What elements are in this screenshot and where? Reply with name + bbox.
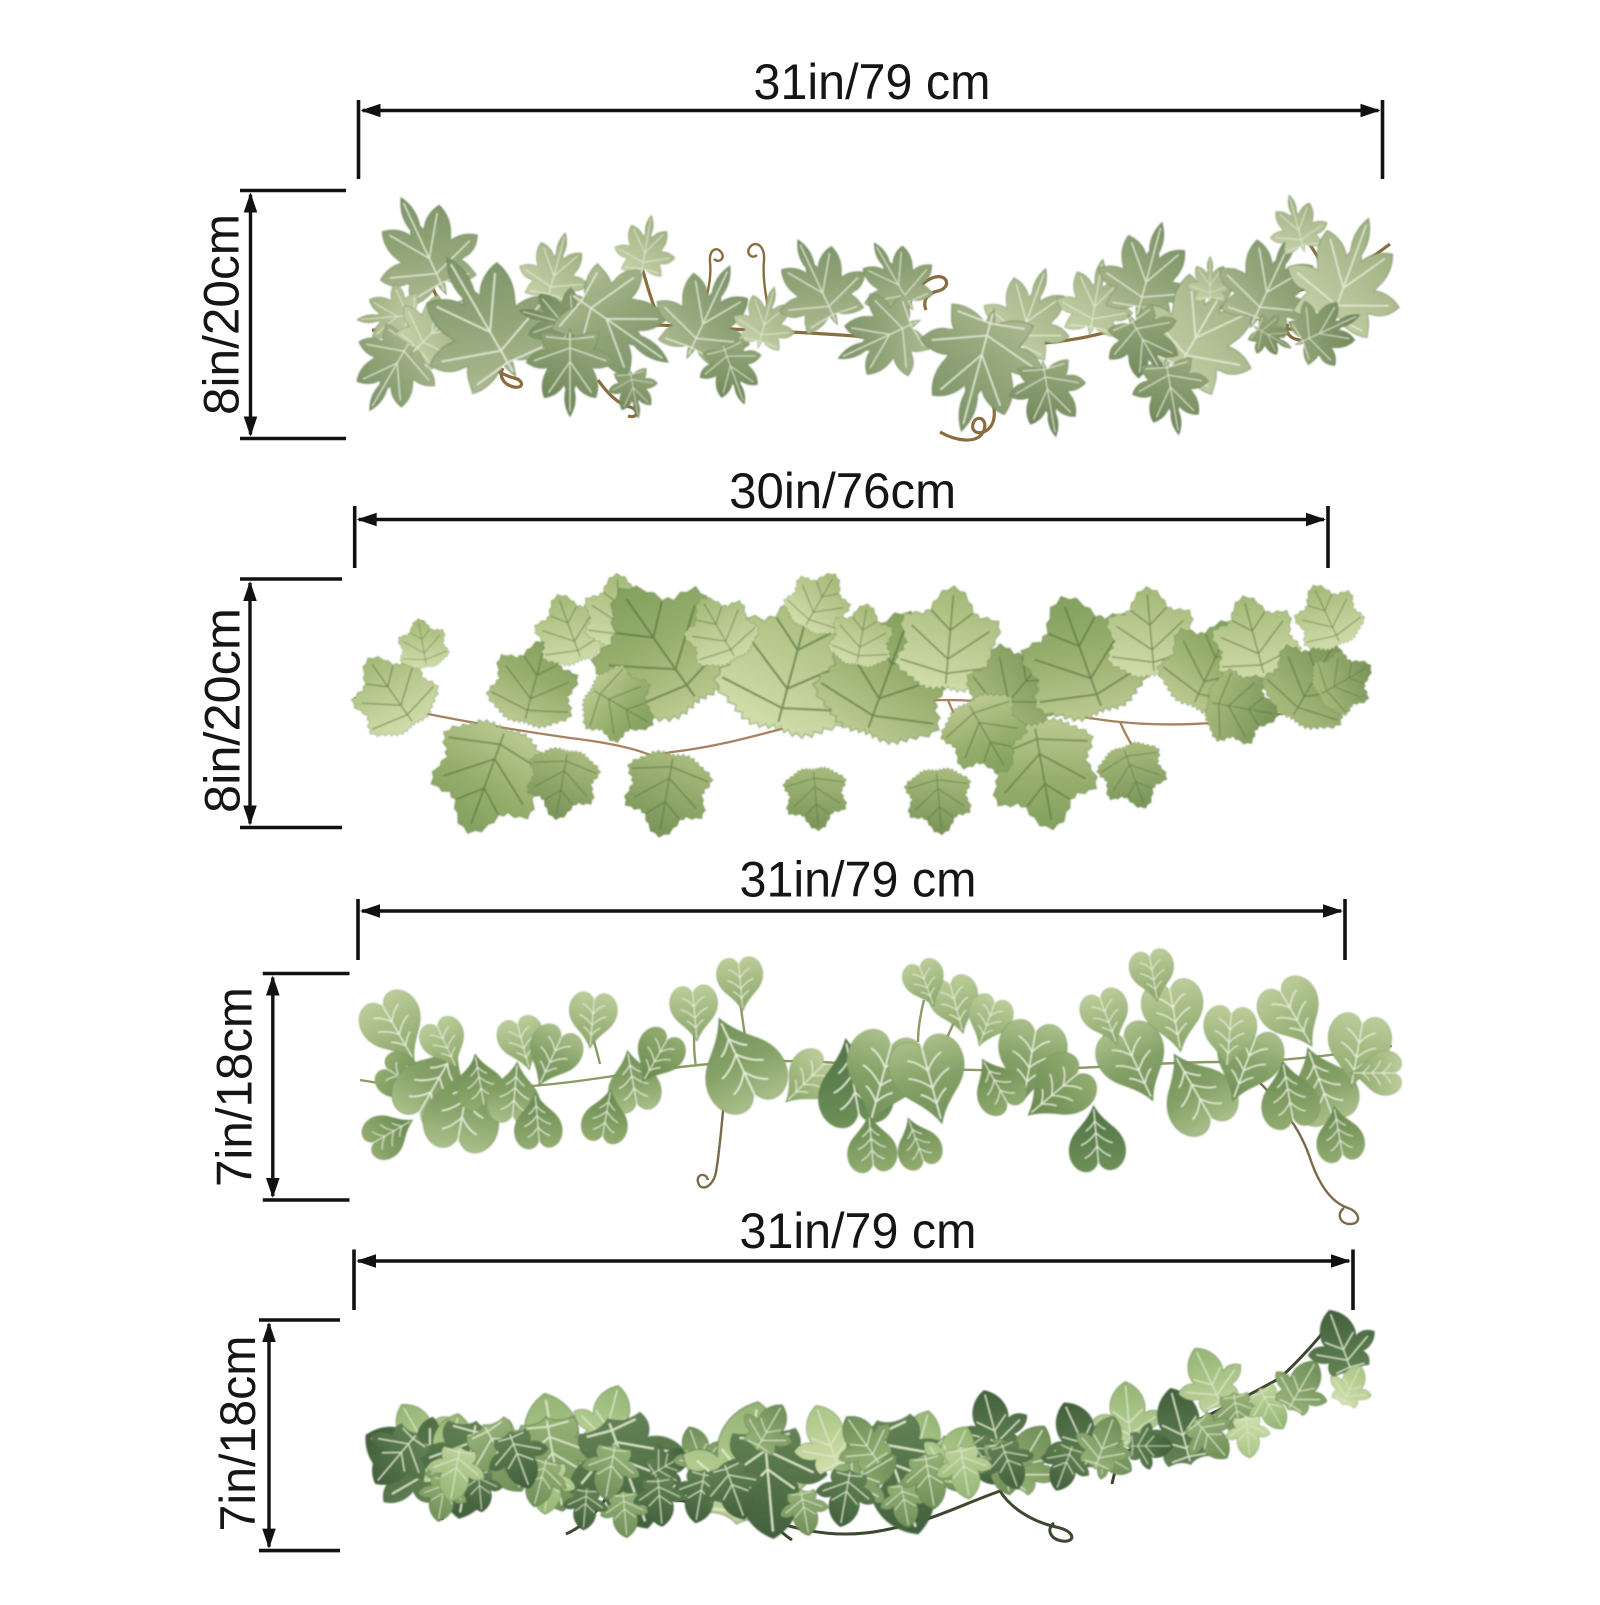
svg-text:30in/76cm: 30in/76cm <box>729 463 956 519</box>
svg-text:7in/18cm: 7in/18cm <box>210 1336 266 1532</box>
svg-text:7in/18cm: 7in/18cm <box>207 987 263 1187</box>
svg-text:31in/79 cm: 31in/79 cm <box>740 1203 977 1259</box>
svg-text:31in/79 cm: 31in/79 cm <box>740 852 977 908</box>
svg-text:31in/79 cm: 31in/79 cm <box>754 54 991 110</box>
svg-text:8in/20cm: 8in/20cm <box>195 608 251 813</box>
svg-text:8in/20cm: 8in/20cm <box>194 214 250 415</box>
